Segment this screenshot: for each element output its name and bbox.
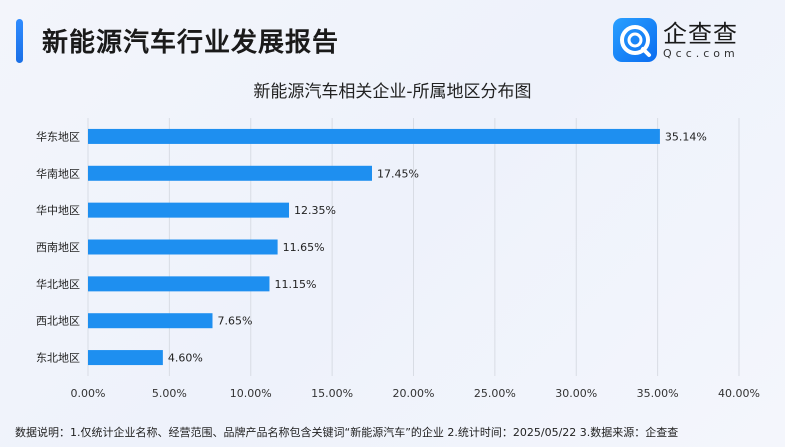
data-label: 17.45% <box>377 167 419 180</box>
x-tick-label: 30.00% <box>555 387 597 400</box>
data-label: 7.65% <box>218 315 253 328</box>
footer-note: 数据说明：1.仅统计企业名称、经营范围、品牌产品名称包含关键词“新能源汽车”的企… <box>15 426 679 439</box>
x-tick-label: 25.00% <box>474 387 516 400</box>
y-category-label: 西北地区 <box>36 315 80 328</box>
data-label: 11.15% <box>274 278 316 291</box>
x-tick-label: 0.00% <box>71 387 106 400</box>
logo-en-text: Qcc.com <box>663 46 739 60</box>
bar <box>88 165 372 181</box>
qcc-logo-icon <box>613 18 657 62</box>
data-label: 11.65% <box>283 241 325 254</box>
bar <box>88 350 163 366</box>
x-tick-label: 35.00% <box>637 387 679 400</box>
logo-cn-text: 企查查 <box>663 19 738 48</box>
x-tick-label: 40.00% <box>718 387 760 400</box>
data-label: 12.35% <box>294 204 336 217</box>
y-category-label: 华中地区 <box>36 203 80 217</box>
qcc-logo: 企查查 Qcc.com <box>613 18 739 62</box>
x-tick-label: 5.00% <box>152 387 187 400</box>
data-label: 35.14% <box>665 130 707 143</box>
title-accent-bar <box>16 19 23 63</box>
report-title: 新能源汽车行业发展报告 <box>42 28 340 58</box>
y-category-label: 华东地区 <box>36 129 80 143</box>
y-category-label: 华南地区 <box>36 166 80 180</box>
bar <box>88 313 213 329</box>
bar <box>88 239 278 255</box>
y-category-label: 西南地区 <box>36 241 80 254</box>
x-tick-label: 15.00% <box>311 387 353 400</box>
y-category-label: 华北地区 <box>36 277 80 291</box>
bar <box>88 202 289 218</box>
chart-title: 新能源汽车相关企业-所属地区分布图 <box>253 82 532 102</box>
bar <box>88 128 660 144</box>
x-tick-label: 10.00% <box>230 387 272 400</box>
y-category-label: 东北地区 <box>36 352 80 365</box>
data-label: 4.60% <box>168 352 203 365</box>
x-tick-label: 20.00% <box>393 387 435 400</box>
bar <box>88 276 270 292</box>
